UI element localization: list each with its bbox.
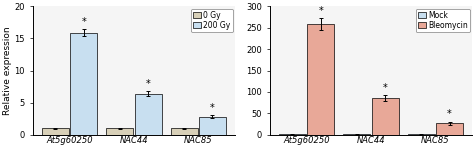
Text: *: * — [383, 83, 388, 93]
Y-axis label: Relative expression: Relative expression — [3, 26, 12, 115]
Bar — [171, 128, 198, 135]
Bar — [106, 128, 133, 135]
Bar — [371, 98, 399, 135]
Bar — [199, 117, 226, 135]
Text: *: * — [146, 79, 151, 89]
Bar — [70, 33, 97, 135]
Text: *: * — [210, 103, 215, 113]
Legend: Mock, Bleomycin: Mock, Bleomycin — [416, 9, 470, 32]
Bar — [307, 24, 334, 135]
Text: *: * — [447, 109, 452, 119]
Text: *: * — [318, 6, 323, 16]
Bar — [279, 134, 306, 135]
Text: *: * — [81, 17, 86, 26]
Bar — [436, 123, 463, 135]
Legend: 0 Gy, 200 Gy: 0 Gy, 200 Gy — [191, 9, 233, 32]
Bar — [343, 134, 371, 135]
Bar — [42, 128, 69, 135]
Bar — [134, 94, 162, 135]
Bar — [408, 134, 435, 135]
